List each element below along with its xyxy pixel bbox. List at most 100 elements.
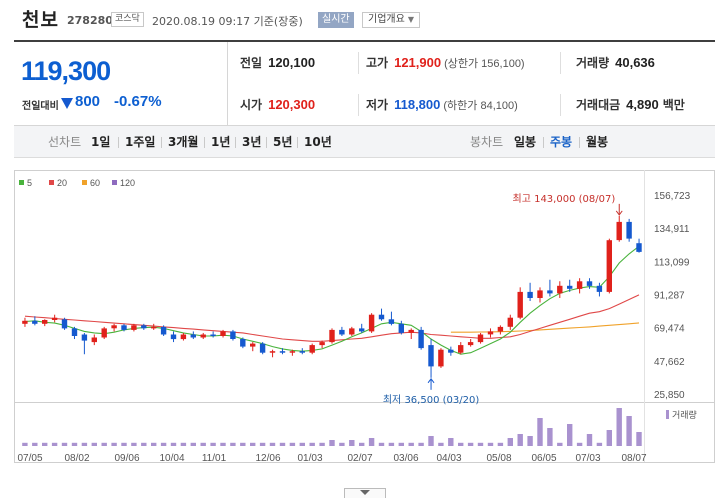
candle-body	[180, 334, 187, 340]
amount-unit: 백만	[662, 98, 685, 112]
x-tick-label: 07/05	[17, 453, 42, 464]
high-price: 고가 121,900 (상한가 156,100)	[366, 42, 525, 84]
change-value: 800	[75, 93, 101, 110]
candle-body	[141, 325, 147, 329]
volume-value: 40,636	[615, 55, 655, 70]
candle-body	[547, 290, 553, 294]
candle-body	[81, 334, 88, 341]
legend-label: 60	[90, 178, 100, 188]
y-tick-label: 47,662	[654, 357, 685, 368]
candle-body	[200, 334, 206, 338]
tab-10year[interactable]: 10년	[304, 135, 332, 149]
high-marker-arrow	[615, 210, 623, 216]
prev-close-value: 120,100	[268, 55, 316, 70]
volume-bar	[91, 442, 97, 446]
candle-body	[309, 345, 315, 353]
x-tick-label: 08/07	[621, 453, 646, 464]
candle-body	[388, 319, 395, 324]
candle-body	[349, 328, 355, 335]
upper-limit: (상한가 156,100)	[444, 58, 525, 70]
candle-body	[42, 320, 48, 324]
tab-3month[interactable]: 3개월	[168, 135, 199, 149]
divider	[204, 137, 205, 148]
volume-bar	[616, 408, 622, 446]
legend-swatch	[82, 180, 87, 185]
legend-label: 20	[57, 178, 67, 188]
volume-bar	[170, 442, 177, 446]
volume-bar	[388, 442, 395, 446]
volume-bar	[576, 442, 583, 446]
volume-bar	[428, 436, 434, 446]
divider	[266, 137, 267, 148]
volume-bar	[438, 442, 444, 446]
tab-weekly-candle[interactable]: 주봉	[550, 135, 573, 149]
volume-bar	[487, 442, 494, 446]
candle-body	[220, 331, 226, 336]
tab-1day[interactable]: 1일	[91, 135, 111, 149]
candle-body	[230, 331, 236, 339]
divider	[358, 94, 359, 116]
x-tick-label: 07/03	[575, 453, 600, 464]
candle-body	[477, 334, 484, 343]
candle-body	[368, 314, 375, 332]
period-tabs: 선차트 1일 1주일 3개월 1년 3년 5년 10년 봉차트 일봉 주봉 월봉	[14, 126, 715, 158]
volume-bar	[200, 442, 206, 446]
stock-code: 278280	[67, 14, 113, 27]
volume-legend-swatch	[666, 410, 669, 419]
divider	[297, 137, 298, 148]
chart-resize-handle[interactable]	[344, 488, 386, 498]
volume-bar	[359, 442, 365, 446]
chart-canvas[interactable]: 156,723 134,911 113,099 91,287 69,474 47,662 2…	[14, 170, 715, 488]
volume-bar	[240, 442, 246, 446]
line-chart-label[interactable]: 선차트	[48, 135, 82, 149]
tab-1year[interactable]: 1년	[211, 135, 231, 149]
stock-chart[interactable]: 156,723 134,911 113,099 91,287 69,474 47,662 2…	[14, 170, 715, 488]
volume-bar	[497, 442, 504, 446]
candle-body	[517, 291, 523, 318]
company-info-dropdown[interactable]: 기업개요 ▼	[362, 12, 420, 28]
realtime-button[interactable]: 실시간	[318, 12, 354, 28]
candle-body	[279, 351, 286, 353]
candle-body	[497, 326, 504, 332]
tab-1week[interactable]: 1주일	[125, 135, 156, 149]
candle-body	[507, 317, 513, 327]
market-badge: 코스닥	[111, 12, 144, 27]
volume-legend-label: 거래량	[672, 409, 697, 421]
tab-monthly-candle[interactable]: 월봉	[586, 135, 609, 149]
candle-body	[467, 342, 474, 346]
candle-body	[378, 314, 385, 320]
candle-body	[537, 290, 543, 298]
x-tick-label: 10/04	[159, 453, 184, 464]
candle-body	[586, 281, 593, 286]
volume-bar	[160, 442, 167, 446]
volume-bar	[606, 430, 612, 446]
volume-bar	[567, 424, 573, 446]
price-summary: 119,300 전일대비 800 -0.67% 전일 120,100 고가 121,…	[14, 40, 715, 126]
legend-swatch	[19, 180, 24, 185]
candle-body	[51, 317, 58, 320]
volume: 거래량 40,636	[576, 42, 655, 84]
candle-body	[111, 325, 117, 329]
volume-bar	[210, 442, 216, 446]
candle-chart-label[interactable]: 봉차트	[470, 135, 504, 149]
legend-label: 5	[27, 178, 32, 188]
tab-5year[interactable]: 5년	[273, 135, 293, 149]
volume-bar	[101, 442, 107, 446]
candle-body	[269, 351, 276, 353]
volume-bar	[596, 442, 603, 446]
tab-daily-candle[interactable]: 일봉	[514, 135, 537, 149]
volume-bar	[42, 442, 48, 446]
candle-body	[487, 331, 494, 335]
candle-body	[22, 320, 28, 324]
caret-down-icon	[360, 490, 370, 495]
tab-3year[interactable]: 3년	[242, 135, 262, 149]
candle-body	[210, 334, 216, 336]
chart-frame	[14, 170, 715, 463]
y-tick-label: 91,287	[654, 291, 685, 302]
legend-swatch	[112, 180, 117, 185]
open-label: 시가	[240, 98, 263, 112]
volume-bar	[636, 432, 642, 446]
volume-bar	[180, 442, 187, 446]
volume-bar	[527, 436, 533, 446]
candle-body	[121, 325, 127, 330]
